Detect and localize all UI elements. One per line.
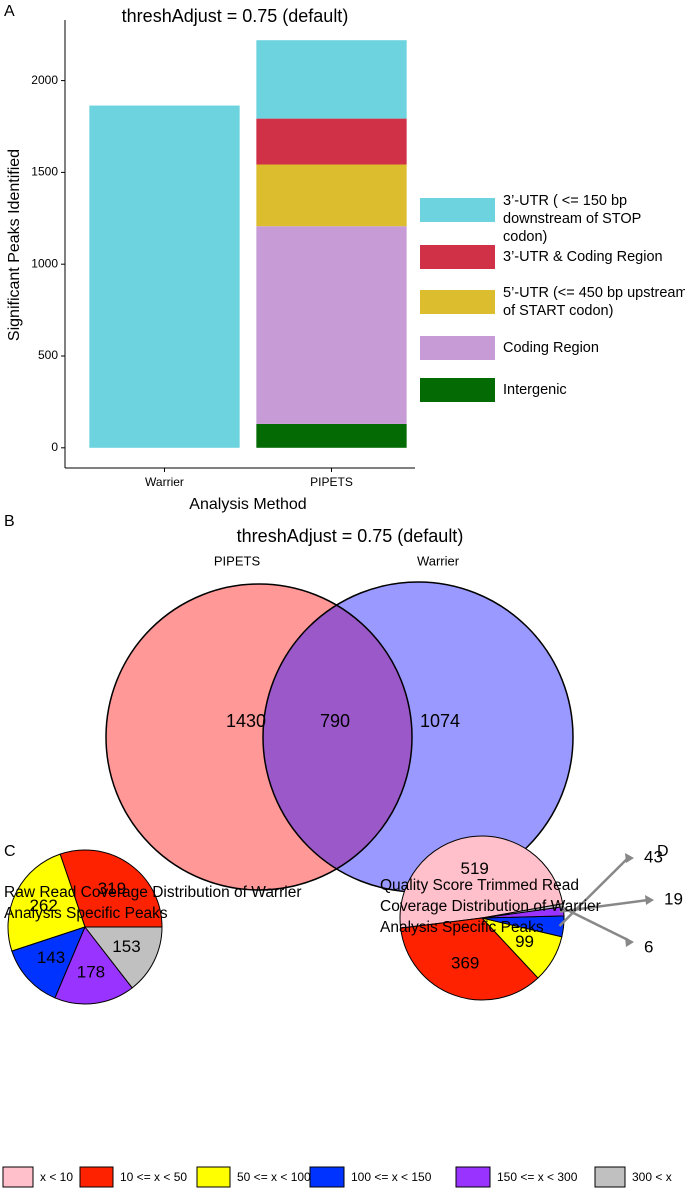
set-label: Warrier (417, 553, 460, 568)
legend-swatch (420, 336, 495, 360)
bar-segment (256, 423, 407, 448)
pie-slice (11, 926, 86, 999)
slice-label: 153 (112, 937, 140, 956)
set-outline (105, 583, 413, 891)
region-count: 1430 (226, 711, 266, 731)
legend-swatch (196, 1166, 231, 1188)
callout-arrow (558, 904, 629, 942)
panel-label: D (657, 843, 669, 860)
chart-title: threshAdjust = 0.75 (default) (122, 6, 349, 26)
bar-segment (89, 105, 240, 448)
y-axis-label: Significant Peaks Identified (6, 149, 23, 341)
legend-label: Coding Region (503, 340, 599, 356)
slice-label: 178 (77, 962, 105, 981)
chart-title: Raw Read Coverage Distribution of Warrie… (4, 884, 302, 922)
slice-label: 6 (644, 937, 653, 956)
legend-label: Intergenic (503, 382, 567, 398)
pie-slice (399, 835, 564, 929)
legend-label: 100 <= x < 150 (351, 1170, 432, 1184)
legend-swatch (309, 1166, 345, 1188)
slice-label: 519 (460, 859, 488, 878)
slice-label: 99 (515, 932, 534, 951)
slice-label: 19 (664, 889, 683, 908)
x-tick-label: Warrier (145, 475, 184, 489)
bar-segment (256, 164, 407, 227)
legend-label: 3’-UTR ( <= 150 bp downstream of STOP co… (503, 193, 642, 245)
arrow-head (645, 895, 654, 905)
y-tick-label: 500 (38, 348, 58, 362)
slice-label: 319 (98, 879, 126, 898)
x-axis-label: Analysis Method (189, 496, 306, 513)
legend-label: 300 < x (632, 1170, 672, 1184)
pie-slice (59, 849, 163, 928)
chart-title: Quality Score Trimmed Read Coverage Dist… (380, 877, 601, 936)
legend-swatch (420, 378, 495, 402)
y-tick-label: 0 (51, 440, 58, 454)
arrow-head (625, 937, 634, 947)
region-count: 1074 (420, 711, 460, 731)
panel-label: B (4, 513, 15, 530)
legend-label: 150 <= x < 300 (497, 1170, 578, 1184)
legend-label: 3’-UTR & Coding Region (503, 249, 663, 265)
y-tick-label: 2000 (31, 73, 58, 87)
pie-slice (400, 917, 539, 1001)
intersection (263, 584, 412, 890)
legend-swatch (420, 198, 495, 222)
legend-swatch (455, 1166, 491, 1188)
slice-label: 143 (37, 948, 65, 967)
legend-label: 5’-UTR (<= 450 bp upstream of START codo… (503, 285, 685, 319)
x-tick-label: PIPETS (310, 475, 353, 489)
slice-label: 43 (644, 847, 663, 866)
legend-swatch (420, 245, 495, 269)
legend-label: x < 10 (40, 1170, 73, 1184)
chart-title: threshAdjust = 0.75 (default) (237, 526, 464, 546)
slice-label: 262 (29, 896, 57, 915)
arrow-head (625, 853, 634, 863)
set-label: PIPETS (214, 553, 261, 568)
y-tick-label: 1500 (31, 165, 58, 179)
callout-arrow (559, 898, 649, 913)
bar-segment (256, 40, 407, 119)
panel-label: A (4, 3, 15, 20)
bar-segment (256, 226, 407, 424)
bar-segment (256, 118, 407, 165)
y-tick-label: 1000 (31, 256, 58, 270)
pie-slice (54, 926, 133, 1005)
legend-label: 50 <= x < 100 (237, 1170, 311, 1184)
legend-swatch (594, 1166, 626, 1188)
legend-swatch (2, 1166, 34, 1188)
legend-swatch (79, 1166, 114, 1188)
callout-arrow (558, 857, 629, 927)
panel-label: C (4, 843, 16, 860)
region-count: 790 (320, 711, 350, 731)
pie-slice (83, 926, 163, 989)
pie-slice (7, 853, 86, 952)
slice-label: 369 (451, 954, 479, 973)
legend-swatch (420, 290, 495, 314)
legend-label: 10 <= x < 50 (120, 1170, 187, 1184)
